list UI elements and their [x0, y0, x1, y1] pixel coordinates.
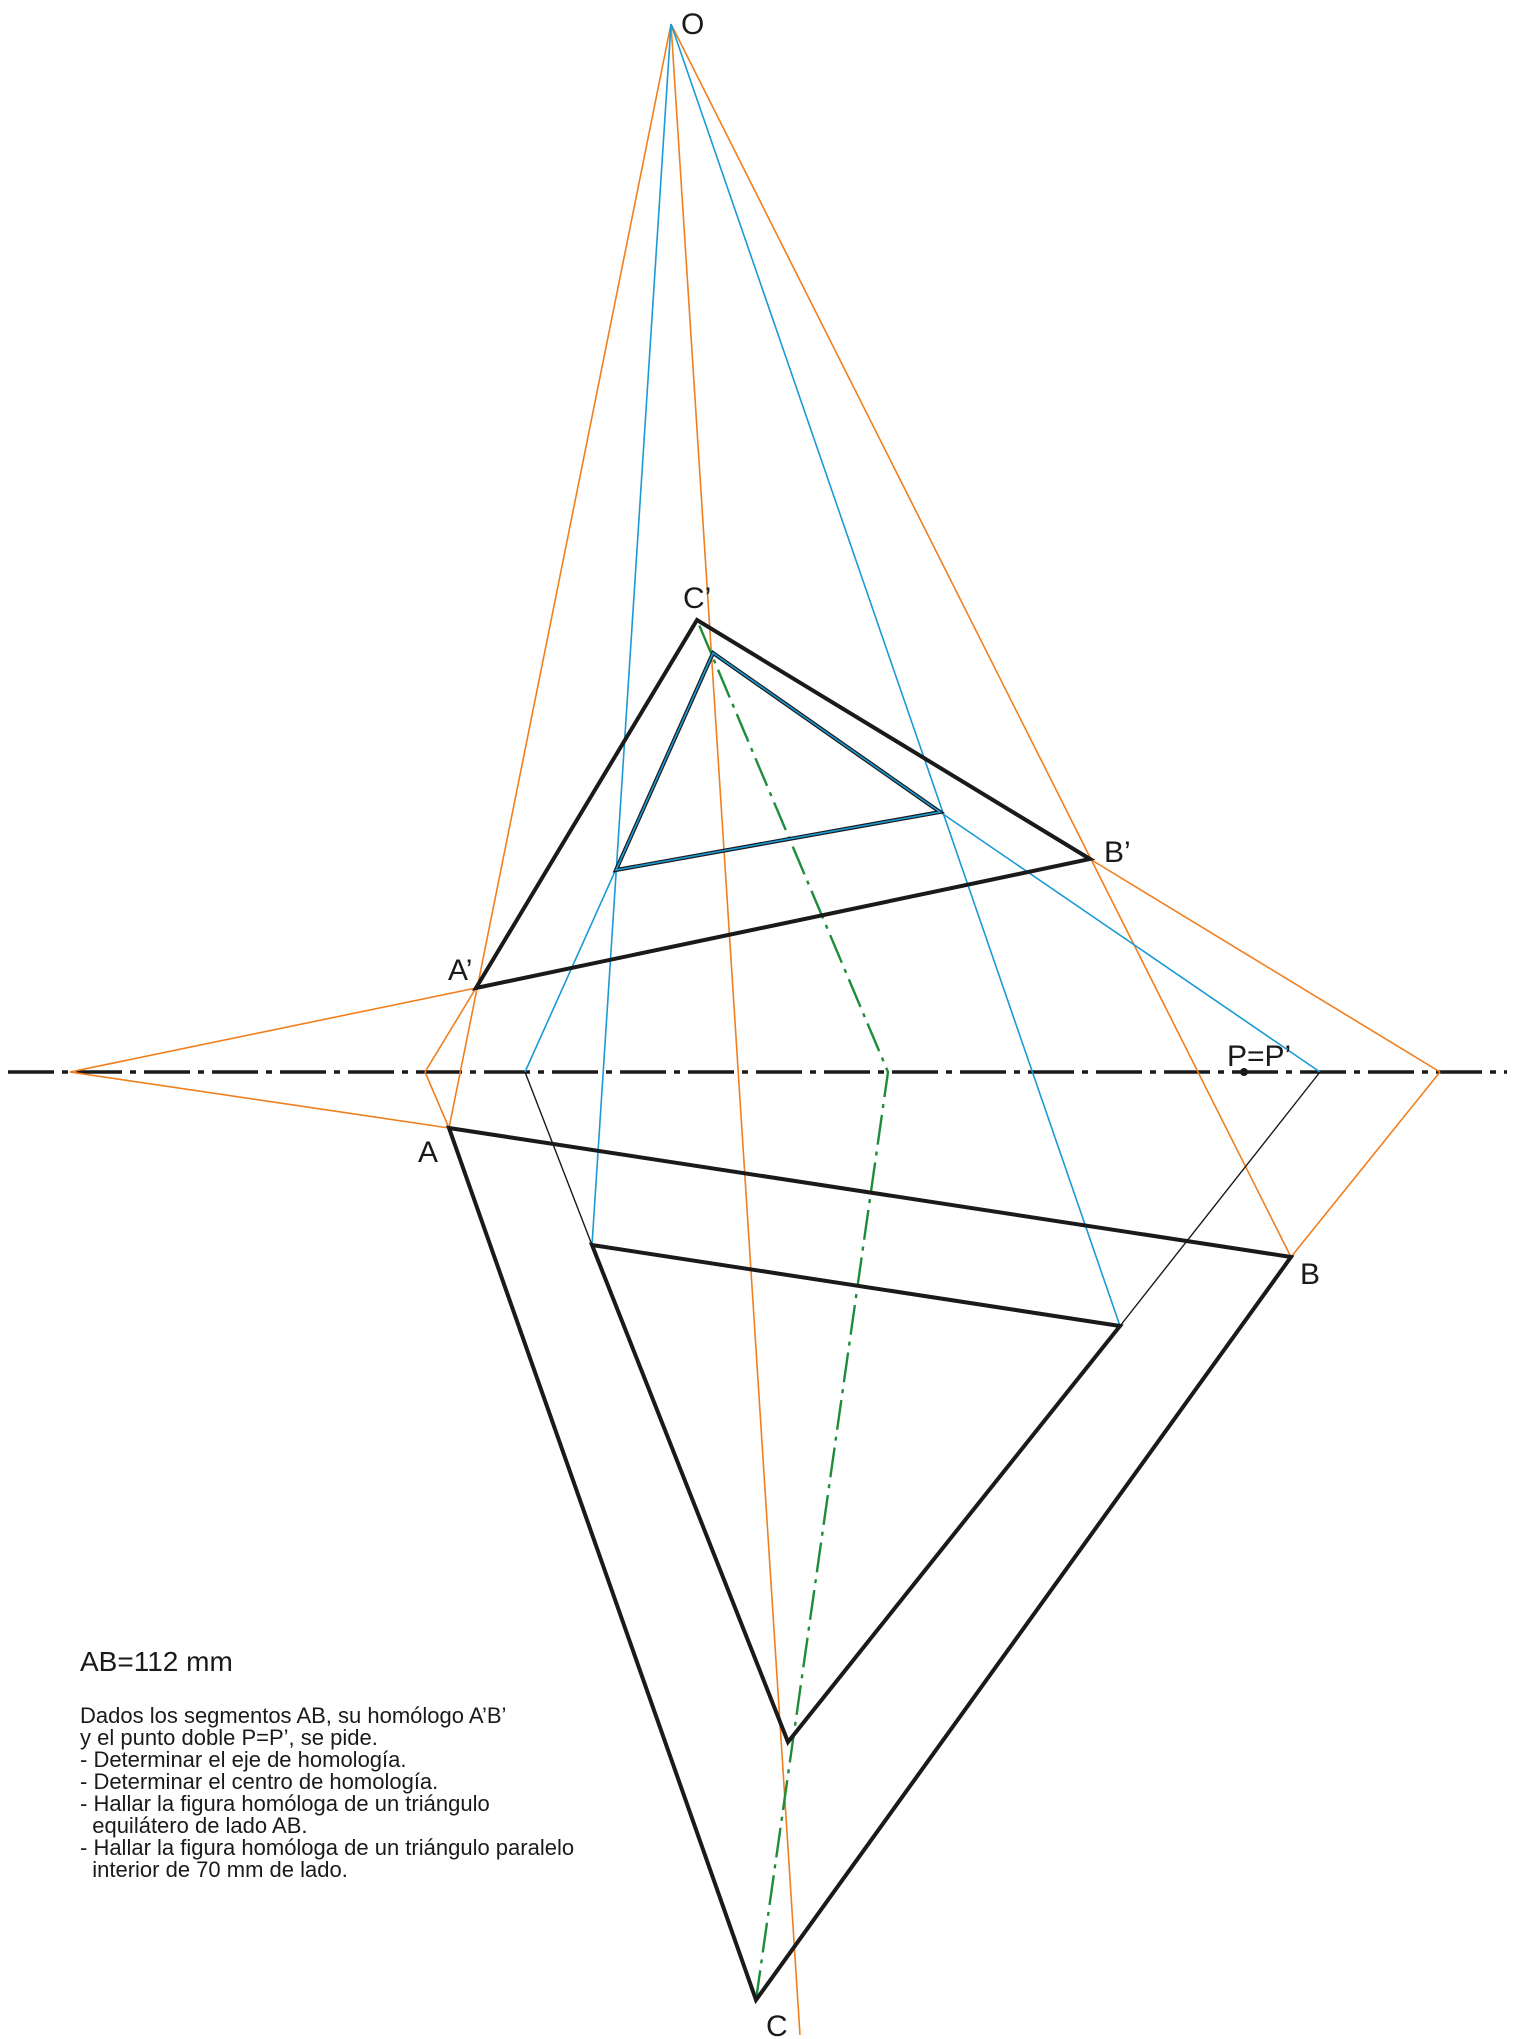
label-C: C	[766, 2010, 788, 2039]
statement-line: - Hallar la figura homóloga de un triáng…	[80, 1791, 490, 1816]
orange-line-Bprime-to-axis	[1089, 858, 1441, 1073]
statement-line: equilátero de lado AB.	[80, 1813, 308, 1838]
triangle-ABC	[446, 1125, 1295, 2005]
statement-line: - Hallar la figura homóloga de un triáng…	[80, 1835, 575, 1860]
blue-line-inner-bprime-to-axis	[939, 811, 1321, 1073]
label-B-prime: B’	[1104, 836, 1131, 869]
label-A: A	[418, 1136, 438, 1169]
double-point-P	[1240, 1068, 1248, 1076]
orange-line-AprimeBprime-extension	[69, 987, 477, 1073]
statement-line: interior de 70 mm de lado.	[80, 1857, 348, 1882]
label-P: P=P’	[1227, 1040, 1291, 1073]
orange-line-O-to-C	[670, 23, 801, 2036]
statement-line: y el punto doble P=P’, se pide.	[80, 1725, 378, 1750]
triangle-AprimeBprimeCprime	[471, 617, 1096, 991]
label-C-prime: C’	[683, 582, 711, 615]
label-B: B	[1300, 1258, 1320, 1291]
orange-line-B-to-axis	[1290, 1071, 1441, 1258]
blue-construction-lines	[524, 23, 1321, 1327]
black-line-axis-to-inner-a	[524, 1071, 593, 1246]
blue-line-O-to-inner-b	[670, 23, 1121, 1327]
orange-line-axis-to-Aprime	[424, 987, 477, 1073]
green-dashdot-line	[695, 619, 890, 2001]
given-length: AB=112 mm	[80, 1646, 233, 1677]
statement-line: - Determinar el centro de homología.	[80, 1769, 439, 1794]
inner-triangle	[588, 1242, 1124, 1746]
black-line-axis-to-inner-b	[1119, 1071, 1321, 1327]
statement-body: Dados los segmentos AB, su homólogo A’B’…	[80, 1705, 700, 1881]
problem-statement: AB=112 mm Dados los segmentos AB, su hom…	[80, 1645, 700, 1881]
black-construction-lines	[524, 1071, 1321, 1327]
label-A-prime: A’	[448, 954, 472, 987]
statement-line: Dados los segmentos AB, su homólogo A’B’	[80, 1703, 507, 1728]
orange-line-O-to-B	[670, 23, 1292, 1258]
label-O: O	[681, 8, 704, 41]
blue-line-O-to-inner-a	[591, 23, 672, 1246]
orange-line-O-to-A	[448, 23, 672, 1129]
statement-line: - Determinar el eje de homología.	[80, 1747, 407, 1772]
orange-line-AB-extension	[69, 1071, 450, 1129]
inner-homologous-triangle-blue-overlay	[614, 651, 943, 872]
orange-line-A-to-axis	[424, 1071, 450, 1129]
